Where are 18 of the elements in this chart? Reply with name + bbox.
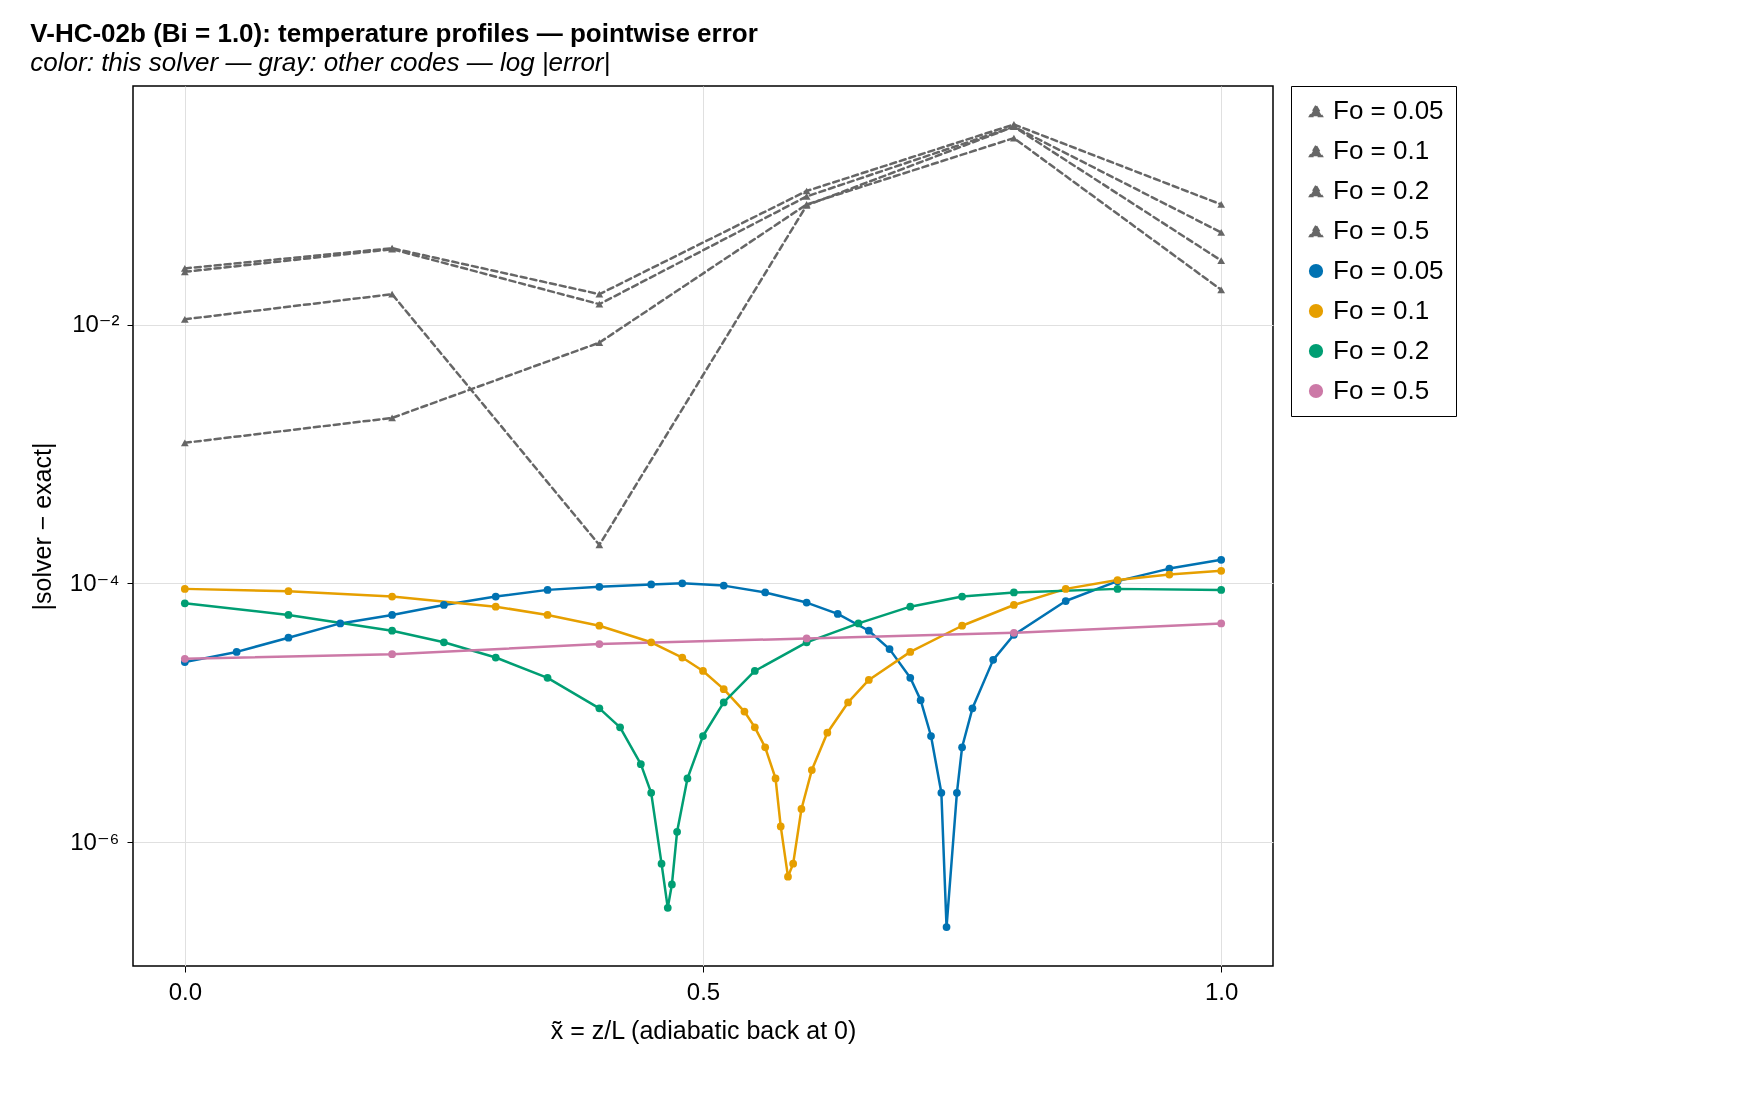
legend-label: Fo = 0.5 (1333, 375, 1430, 405)
legend-label: Fo = 0.5 (1333, 215, 1430, 245)
chart-title: V-HC-02b (Bi = 1.0): temperature profiles — pointwise error (30, 17, 758, 48)
legend-label: Fo = 0.2 (1333, 175, 1430, 205)
y-tick-label: 10⁻² (72, 310, 120, 338)
y-tick-label: 10⁻⁴ (69, 568, 120, 596)
chart-subtitle: color: this solver — gray: other codes — log |error| (30, 46, 611, 77)
x-axis-title: x̃ = z/L (adiabatic back at 0) (550, 1015, 857, 1044)
x-tick-label: 0.5 (686, 977, 721, 1005)
legend-label: Fo = 0.1 (1333, 295, 1430, 325)
legend-label: Fo = 0.1 (1333, 135, 1430, 165)
y-tick-label: 10⁻⁶ (70, 827, 120, 855)
x-tick-label: 1.0 (1204, 977, 1239, 1005)
legend-label: Fo = 0.05 (1333, 95, 1444, 125)
legend-label: Fo = 0.2 (1333, 335, 1430, 365)
y-axis-title: |solver − exact| (27, 442, 56, 611)
x-tick-label: 0.0 (168, 977, 203, 1005)
legend-label: Fo = 0.05 (1333, 255, 1444, 285)
